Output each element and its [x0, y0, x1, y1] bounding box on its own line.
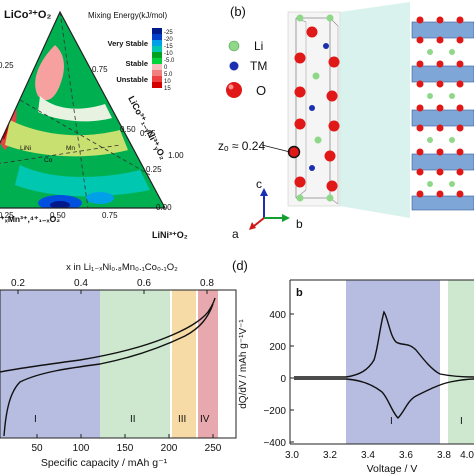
- x-tick-5: 250: [205, 443, 222, 454]
- top-right-tick: 1.00: [168, 151, 184, 160]
- d-x-tick-5: 3.8: [437, 450, 451, 461]
- legend-tick-7: 5.0: [164, 72, 173, 78]
- bottom-tick-1: 0.25: [0, 211, 14, 220]
- x-tick-1: 50: [31, 443, 43, 454]
- bottom-left-label: LiNi²⁺,³⁺ₓMn³⁺,⁴⁺₁₋ₓO₂: [0, 214, 60, 224]
- y-tick-2: 200: [269, 342, 286, 353]
- left-tick: 0.25: [0, 61, 14, 70]
- bottom-right-label: LiNi³⁺O₂: [152, 230, 188, 240]
- top-axis-title: x in Li₁₋ₓNi₀.₈Mn₀.₁Co₀.₁O₂: [66, 262, 178, 273]
- panel-d-dqdv: (d) b 400 200 0 −200 −400 dQ/dV / mAh g⁻…: [232, 258, 474, 474]
- d-x-axis-title: Voltage / V: [367, 463, 418, 474]
- y-axis-title: dQ/dV / mAh g⁻¹V⁻¹: [238, 319, 249, 409]
- y-tick-4: −200: [263, 406, 286, 417]
- y-tick-5: −400: [263, 438, 286, 449]
- d-x-tick-3: 3.4: [361, 450, 375, 461]
- inner-tick-2: 0.50: [120, 125, 136, 134]
- layered-structure: [410, 2, 474, 218]
- x-tick-2: 100: [73, 443, 90, 454]
- region-ii: [100, 290, 170, 438]
- legend-tick-3: -15: [164, 44, 173, 50]
- legend-tick-8: 10: [164, 79, 171, 85]
- band-unstable: Unstable: [116, 75, 148, 84]
- point-label-co: Co: [44, 157, 53, 164]
- panel-b-label: (b): [230, 4, 246, 19]
- region-label-ii: II: [130, 414, 136, 425]
- band-very-stable: Very Stable: [108, 39, 148, 48]
- atom-legend: Li TM O: [226, 39, 267, 98]
- x-tick-4: 200: [161, 443, 178, 454]
- x-tick-3: 150: [117, 443, 134, 454]
- bottom-tick-4: 0.00: [156, 203, 172, 212]
- panel-a-ternary: LiCo³⁺O₂ LiNi²⁺,³⁺ₓMn³⁺,⁴⁺₁₋ₓO₂ LiNi³⁺O₂…: [0, 9, 188, 240]
- charge-curve: [0, 297, 216, 373]
- inner-tick-3: 0.25: [146, 165, 162, 174]
- region-label-i: I: [34, 414, 37, 425]
- legend-tick-9: 15: [164, 86, 171, 92]
- d-region-label-ii: I: [460, 416, 463, 427]
- right-tick: 0.75: [140, 129, 156, 138]
- legend-title: Mixing Energy(kJ/mol): [88, 11, 167, 20]
- legend-o: O: [256, 83, 266, 98]
- region-d-ii: [448, 280, 474, 444]
- region-iii: [172, 290, 196, 438]
- legend-tick-4: -10: [164, 51, 173, 57]
- top-tick-1: 0.2: [11, 278, 25, 289]
- discharge-dqdv-curve: [294, 378, 474, 419]
- ternary-contour-map: [0, 12, 165, 208]
- panel-c-capacity: x in Li₁₋ₓNi₀.₈Mn₀.₁Co₀.₁O₂ 0.2 0.4 0.6 …: [0, 262, 237, 469]
- region-label-iii: III: [178, 414, 186, 425]
- panel-b-structure: (b) Li TM O: [218, 2, 474, 241]
- bottom-tick-3: 0.75: [102, 211, 118, 220]
- bottom-tick-2: 0.50: [50, 211, 66, 220]
- y-tick-1: 400: [269, 310, 286, 321]
- d-region-label-i: I: [390, 416, 393, 427]
- panel-d-label: (d): [232, 258, 248, 273]
- axis-c-label: c: [256, 177, 262, 191]
- region-d-i: [346, 280, 440, 444]
- projection-wedge: [340, 2, 410, 218]
- legend-tm: TM: [250, 59, 267, 73]
- axis-b-label: b: [296, 217, 303, 231]
- top-tick-4: 0.8: [200, 278, 214, 289]
- color-bar: [152, 28, 162, 88]
- top-vertex-label: LiCo³⁺O₂: [4, 9, 51, 21]
- legend-tick-5: -5.0: [164, 58, 175, 64]
- unit-cell: [287, 11, 341, 207]
- legend-tick-1: -25: [164, 30, 173, 36]
- discharge-curve: [3, 303, 214, 437]
- d-x-tick-1: 3.0: [285, 450, 299, 461]
- z-pointer: [261, 144, 291, 153]
- d-x-tick-6: 4.0: [460, 450, 474, 461]
- axis-a-label: a: [232, 227, 239, 241]
- inset-label: b: [296, 287, 303, 299]
- point-label-ni: LiNi: [20, 145, 31, 152]
- axis-triad: c b a: [232, 177, 303, 241]
- d-x-tick-2: 3.2: [323, 450, 337, 461]
- band-stable: Stable: [125, 59, 148, 68]
- region-iv: [198, 290, 218, 438]
- legend-li: Li: [254, 39, 263, 53]
- x-axis-title: Specific capacity / mAh g⁻¹: [41, 457, 168, 469]
- z-label: zₒ ≈ 0.24: [218, 139, 265, 153]
- inner-tick-1: 0.75: [92, 65, 108, 74]
- top-tick-3: 0.6: [137, 278, 151, 289]
- d-x-tick-4: 3.6: [399, 450, 413, 461]
- top-tick-2: 0.4: [74, 278, 88, 289]
- legend-tick-6: 0: [164, 65, 168, 71]
- region-label-iv: IV: [200, 414, 210, 425]
- point-label-mn: Mn: [66, 145, 75, 152]
- y-tick-3: 0: [280, 374, 286, 385]
- charge-dqdv-curve: [294, 310, 474, 378]
- legend-tick-2: -20: [164, 37, 173, 43]
